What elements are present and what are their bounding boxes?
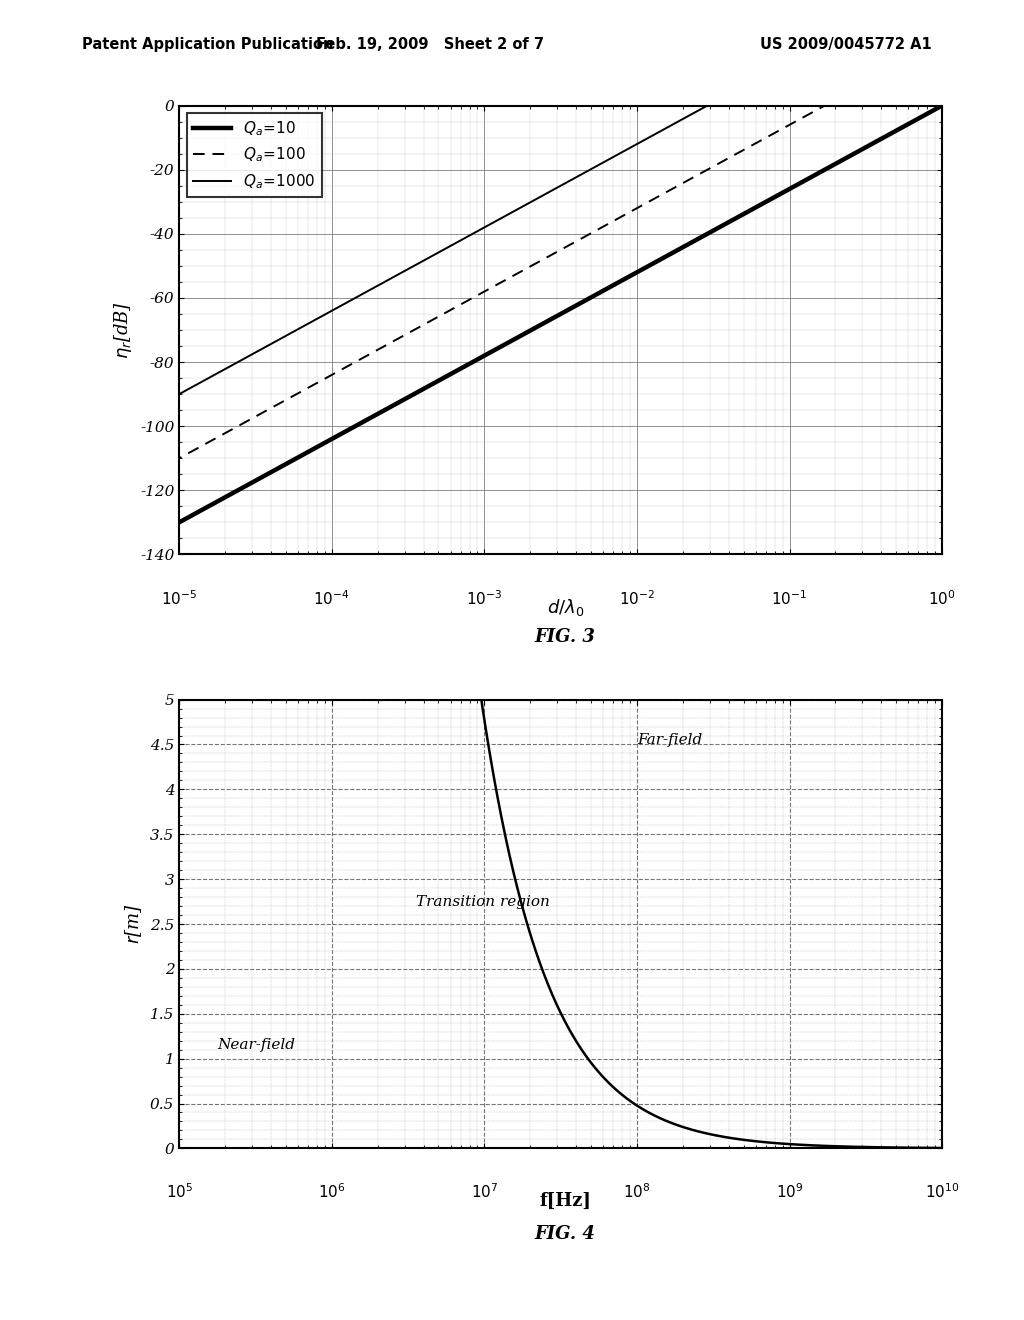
Text: $10^{-2}$: $10^{-2}$	[618, 590, 655, 609]
Text: $10^{6}$: $10^{6}$	[317, 1183, 346, 1201]
Y-axis label: $r$[m]: $r$[m]	[124, 904, 144, 944]
Text: Near-field: Near-field	[217, 1038, 295, 1052]
Text: FIG. 3: FIG. 3	[535, 628, 596, 647]
Text: $d/\lambda_0$: $d/\lambda_0$	[547, 597, 584, 618]
Text: $10^{-4}$: $10^{-4}$	[313, 590, 350, 609]
Text: $10^{8}$: $10^{8}$	[624, 1183, 650, 1201]
Text: $10^{10}$: $10^{10}$	[925, 1183, 959, 1201]
Text: $10^{-1}$: $10^{-1}$	[771, 590, 808, 609]
Text: Patent Application Publication: Patent Application Publication	[82, 37, 334, 53]
Legend: $Q_a\!=\!10$, $Q_a\!=\!100$, $Q_a\!=\!1000$: $Q_a\!=\!10$, $Q_a\!=\!100$, $Q_a\!=\!10…	[186, 114, 322, 197]
Text: $10^{5}$: $10^{5}$	[166, 1183, 193, 1201]
Text: Feb. 19, 2009   Sheet 2 of 7: Feb. 19, 2009 Sheet 2 of 7	[316, 37, 544, 53]
Text: FIG. 4: FIG. 4	[535, 1225, 596, 1243]
Text: $10^0$: $10^0$	[928, 590, 956, 609]
Text: f[Hz]: f[Hz]	[540, 1192, 591, 1210]
Y-axis label: $\eta_r$[dB]: $\eta_r$[dB]	[113, 301, 134, 359]
Text: $10^{-3}$: $10^{-3}$	[466, 590, 503, 609]
Text: $10^{-5}$: $10^{-5}$	[161, 590, 198, 609]
Text: US 2009/0045772 A1: US 2009/0045772 A1	[760, 37, 932, 53]
Text: Far-field: Far-field	[637, 733, 702, 747]
Text: $10^{9}$: $10^{9}$	[776, 1183, 803, 1201]
Text: $10^{7}$: $10^{7}$	[471, 1183, 498, 1201]
Text: Transition region: Transition region	[416, 895, 550, 908]
